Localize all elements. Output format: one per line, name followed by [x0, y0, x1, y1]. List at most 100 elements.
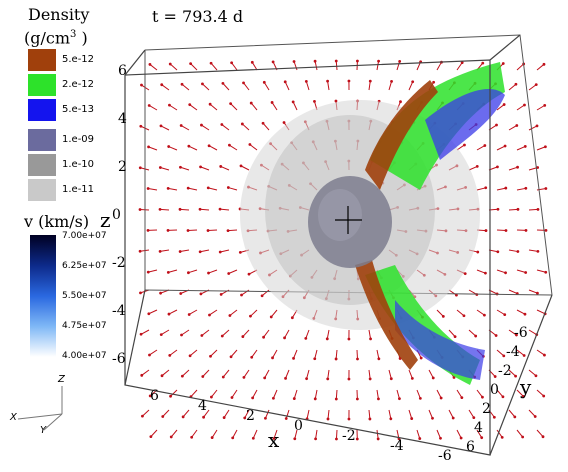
velocity-arrow	[315, 429, 318, 439]
velocity-arrow	[468, 165, 478, 171]
velocity-arrow-head	[200, 334, 204, 337]
axis-tick-label: -2	[498, 363, 512, 379]
velocity-arrow-head	[368, 417, 372, 421]
velocity-arrow-head	[544, 270, 548, 274]
velocity-arrow	[408, 409, 413, 419]
colorbar-tick-label: 7.00e+07	[62, 231, 107, 241]
velocity-arrow	[536, 146, 546, 151]
velocity-arrow-head	[161, 415, 165, 418]
axis-tick-label: -4	[390, 438, 404, 454]
velocity-arrow	[516, 389, 524, 397]
velocity-arrow	[496, 309, 505, 316]
velocity-arrow	[160, 167, 170, 171]
velocity-arrow-head	[347, 417, 351, 421]
velocity-arrow	[468, 329, 477, 337]
velocity-arrow	[476, 389, 483, 398]
axis-tick-label: 4	[118, 111, 127, 127]
velocity-arrow	[476, 187, 486, 191]
velocity-arrow	[388, 409, 392, 419]
velocity-arrow-head	[431, 376, 435, 380]
velocity-arrow	[516, 349, 525, 356]
velocity-arrow	[436, 309, 444, 317]
velocity-arrow-head	[251, 396, 255, 400]
velocity-arrow-head	[230, 396, 234, 399]
velocity-arrow-head	[218, 207, 222, 211]
velocity-arrow-head	[452, 376, 456, 379]
velocity-arrow-head	[480, 436, 484, 440]
velocity-arrow-head	[503, 144, 507, 148]
velocity-arrow-head	[534, 374, 538, 378]
velocity-arrow-head	[495, 123, 498, 127]
velocity-arrow	[376, 429, 379, 439]
velocity-arrow-head	[249, 101, 253, 105]
velocity-arrow-head	[293, 437, 297, 441]
velocity-arrow	[448, 329, 456, 337]
velocity-arrow	[508, 125, 518, 131]
velocity-arrow	[229, 144, 238, 151]
velocity-arrow-head	[146, 228, 150, 232]
velocity-arrow-head	[200, 123, 203, 127]
velocity-arrow-head	[181, 415, 185, 419]
velocity-arrow	[388, 369, 392, 379]
velocity-arrow-head	[202, 415, 206, 419]
velocity-arrow-head	[377, 59, 380, 63]
legend-swatch	[28, 179, 56, 201]
colorbar-tick-label: 6.25e+07	[62, 261, 107, 271]
velocity-arrow-head	[541, 435, 545, 439]
velocity-arrow-head	[355, 397, 359, 401]
velocity-arrow	[536, 269, 546, 273]
velocity-arrow-head	[270, 101, 274, 104]
legend-swatch	[28, 49, 56, 71]
velocity-arrow-head	[241, 335, 245, 338]
velocity-arrow	[150, 429, 158, 437]
velocity-arrow-head	[389, 417, 393, 421]
velocity-arrow-head	[410, 376, 414, 380]
velocity-arrow-head	[180, 82, 184, 86]
velocity-arrow	[416, 389, 421, 399]
velocity-arrow-head	[187, 271, 190, 275]
velocity-arrow-head	[533, 415, 537, 418]
velocity-arrow-head	[198, 207, 202, 211]
velocity-arrow-head	[472, 416, 476, 420]
velocity-arrow	[221, 124, 230, 131]
velocity-arrow-head	[240, 293, 243, 297]
velocity-arrow	[169, 104, 178, 111]
velocity-arrow-head	[251, 436, 255, 440]
velocity-arrow	[376, 61, 380, 71]
velocity-arrow	[305, 329, 310, 339]
velocity-arrow	[496, 145, 506, 151]
velocity-arrow	[210, 349, 218, 357]
velocity-arrow	[180, 125, 190, 131]
velocity-arrow	[270, 309, 278, 318]
velocity-arrow	[528, 409, 536, 417]
velocity-arrow	[161, 369, 170, 377]
velocity-arrow-head	[220, 123, 224, 126]
velocity-arrow	[179, 208, 190, 211]
velocity-arrow	[264, 409, 270, 419]
velocity-arrow	[528, 369, 537, 377]
velocity-arrow-head	[459, 436, 463, 440]
velocity-arrow-head	[460, 396, 464, 399]
legend-swatch	[28, 74, 56, 96]
velocity-arrow-head	[390, 79, 393, 83]
velocity-arrow	[456, 389, 463, 398]
velocity-arrow-head	[419, 356, 423, 360]
velocity-arrow	[476, 269, 486, 274]
velocity-arrow-head	[167, 312, 171, 316]
velocity-arrow-head	[313, 99, 316, 103]
velocity-arrow	[189, 104, 198, 111]
velocity-arrow	[272, 349, 278, 359]
velocity-arrow-head	[475, 164, 479, 168]
velocity-arrow-head	[494, 334, 498, 337]
velocity-arrow	[314, 61, 318, 71]
velocity-arrow-head	[187, 144, 191, 148]
velocity-arrow-head	[220, 334, 224, 338]
velocity-arrow-head	[536, 291, 539, 295]
velocity-arrow-head	[242, 376, 246, 379]
velocity-arrow	[508, 329, 517, 336]
velocity-colorbar	[30, 235, 56, 357]
velocity-arrow-head	[536, 249, 540, 253]
velocity-arrow-head	[218, 250, 222, 254]
velocity-arrow-head	[188, 103, 192, 107]
density-legend-unit: (g/cm3 )	[24, 28, 88, 48]
